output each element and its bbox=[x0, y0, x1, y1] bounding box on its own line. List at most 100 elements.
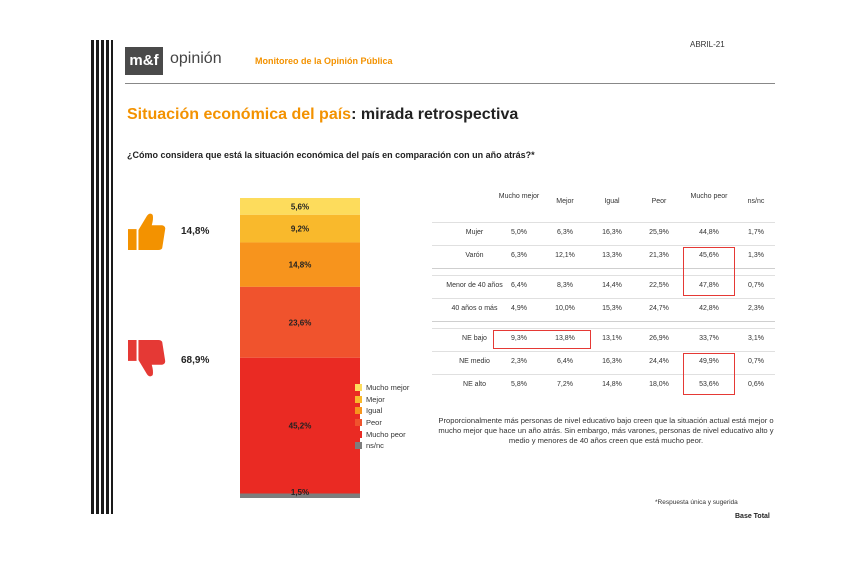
bar-segment-mucho-mejor bbox=[240, 198, 360, 215]
legend-label: Mucho peor bbox=[366, 429, 406, 439]
bar-segment-mejor bbox=[240, 214, 360, 243]
table-cell: 24,7% bbox=[649, 305, 669, 312]
table-row: NE medio 2,3% 6,4% 16,3% 24,4% 49,9% 0,7% bbox=[432, 351, 775, 374]
table-cell: 49,9% bbox=[699, 358, 719, 365]
positive-total: 14,8% bbox=[181, 226, 210, 237]
column-header: Mejor bbox=[556, 198, 574, 205]
bar-segment-peor bbox=[240, 286, 360, 358]
legend-label: Peor bbox=[366, 418, 382, 428]
data-label-peor: 23,6% bbox=[289, 318, 312, 327]
table-cell: 12,1% bbox=[555, 252, 575, 259]
table-cell: 2,3% bbox=[511, 358, 527, 365]
table-cell: 13,8% bbox=[555, 335, 575, 342]
data-label-nsnc: 1,5% bbox=[291, 488, 309, 497]
table-cell: 7,2% bbox=[557, 381, 573, 388]
legend-item: Peor bbox=[355, 417, 409, 429]
legend-item: Mucho peor bbox=[355, 428, 409, 440]
table-cell: 4,9% bbox=[511, 305, 527, 312]
column-header: Igual bbox=[604, 198, 620, 205]
legend-swatch bbox=[355, 430, 362, 438]
legend-item: Igual bbox=[355, 405, 409, 417]
header-subtitle: Monitoreo de la Opinión Pública bbox=[255, 56, 393, 66]
footnote: *Respuesta única y sugerida bbox=[655, 499, 738, 506]
table-cell: 53,6% bbox=[699, 381, 719, 388]
table-cell: 6,4% bbox=[511, 282, 527, 289]
table-cell: 0,6% bbox=[748, 381, 764, 388]
data-label-mucho-peor: 45,2% bbox=[289, 422, 312, 431]
row-label: Menor de 40 años bbox=[446, 282, 503, 289]
table-row: NE bajo 9,3% 13,8% 13,1% 26,9% 33,7% 3,1% bbox=[432, 328, 775, 351]
data-label-mucho-mejor: 5,6% bbox=[291, 202, 309, 211]
table-cell: 42,8% bbox=[699, 305, 719, 312]
table-row: Mujer 5,0% 6,3% 16,3% 25,9% 44,8% 1,7% bbox=[432, 222, 775, 245]
table-cell: 24,4% bbox=[649, 358, 669, 365]
legend-swatch bbox=[355, 407, 362, 415]
table-cell: 3,1% bbox=[748, 335, 764, 342]
legend-swatch bbox=[355, 395, 362, 403]
report-date: ABRIL-21 bbox=[690, 40, 725, 49]
table-cell: 10,0% bbox=[555, 305, 575, 312]
table-row: NE alto 5,8% 7,2% 14,8% 18,0% 53,6% 0,6% bbox=[432, 374, 775, 397]
table-cell: 1,7% bbox=[748, 229, 764, 236]
title-rest: : mirada retrospectiva bbox=[351, 106, 519, 123]
base-label: Base Total bbox=[735, 513, 770, 520]
thumbs-down-icon bbox=[128, 340, 166, 377]
table-cell: 14,8% bbox=[602, 381, 622, 388]
thumbs-up-icon bbox=[128, 213, 166, 250]
brand-logo: m&f bbox=[125, 47, 163, 75]
brand-name: opinión bbox=[170, 50, 222, 67]
highlight-box bbox=[493, 330, 591, 349]
highlight-box bbox=[683, 247, 735, 296]
legend-item: Mejor bbox=[355, 394, 409, 406]
page-title: Situación económica del país: mirada ret… bbox=[127, 106, 518, 124]
table-cell: 13,1% bbox=[602, 335, 622, 342]
highlight-box bbox=[683, 353, 735, 395]
table-cell: 5,8% bbox=[511, 381, 527, 388]
column-header: Mucho mejor bbox=[498, 193, 540, 200]
table-cell: 8,3% bbox=[557, 282, 573, 289]
row-label: Varón bbox=[465, 252, 484, 259]
column-header: Mucho peor bbox=[690, 193, 728, 200]
table-cell: 44,8% bbox=[699, 229, 719, 236]
table-cell: 33,7% bbox=[699, 335, 719, 342]
row-label: 40 años o más bbox=[451, 305, 498, 312]
legend-swatch bbox=[355, 384, 362, 392]
table-cell: 9,3% bbox=[511, 335, 527, 342]
table-cell: 0,7% bbox=[748, 358, 764, 365]
table-cell: 25,9% bbox=[649, 229, 669, 236]
table-cell: 16,3% bbox=[602, 358, 622, 365]
table-cell: 13,3% bbox=[602, 252, 622, 259]
legend-label: ns/nc bbox=[366, 441, 384, 451]
table-row: Varón 6,3% 12,1% 13,3% 21,3% 45,6% 1,3% bbox=[432, 245, 775, 268]
table-header: Mucho mejor Mejor Igual Peor Mucho peor ns/nc bbox=[432, 192, 775, 222]
survey-question: ¿Cómo considera que está la situación ec… bbox=[127, 150, 535, 160]
table-cell: 5,0% bbox=[511, 229, 527, 236]
decorative-side-stripes bbox=[91, 40, 113, 514]
breakdown-table: Mucho mejor Mejor Igual Peor Mucho peor ns/nc… bbox=[432, 192, 775, 397]
title-accent: Situación económica del país bbox=[127, 106, 352, 123]
legend-label: Mucho mejor bbox=[366, 383, 410, 393]
legend-item: ns/nc bbox=[355, 440, 409, 452]
table-cell: 6,4% bbox=[557, 358, 573, 365]
analysis-note: Proporcionalmente más personas de nivel … bbox=[438, 416, 774, 445]
table-cell: 22,5% bbox=[649, 282, 669, 289]
table-cell: 47,8% bbox=[699, 282, 719, 289]
table-cell: 6,3% bbox=[511, 252, 527, 259]
table-cell: 0,7% bbox=[748, 282, 764, 289]
bar-segment-nsnc bbox=[240, 493, 360, 498]
header-divider bbox=[125, 83, 775, 84]
table-cell: 26,9% bbox=[649, 335, 669, 342]
data-label-mejor: 9,2% bbox=[291, 225, 309, 234]
data-label-igual: 14,8% bbox=[289, 261, 312, 270]
row-label: NE alto bbox=[463, 381, 486, 388]
legend-swatch bbox=[355, 442, 362, 450]
column-header: Peor bbox=[651, 198, 667, 205]
table-cell: 16,3% bbox=[602, 229, 622, 236]
table-row: Menor de 40 años 6,4% 8,3% 14,4% 22,5% 47,8% 0… bbox=[432, 275, 775, 298]
legend-item: Mucho mejor bbox=[355, 382, 409, 394]
bar-segment-mucho-peor bbox=[240, 357, 360, 494]
row-label: NE medio bbox=[459, 358, 490, 365]
table-cell: 15,3% bbox=[602, 305, 622, 312]
table-cell: 1,3% bbox=[748, 252, 764, 259]
negative-total: 68,9% bbox=[181, 355, 210, 366]
